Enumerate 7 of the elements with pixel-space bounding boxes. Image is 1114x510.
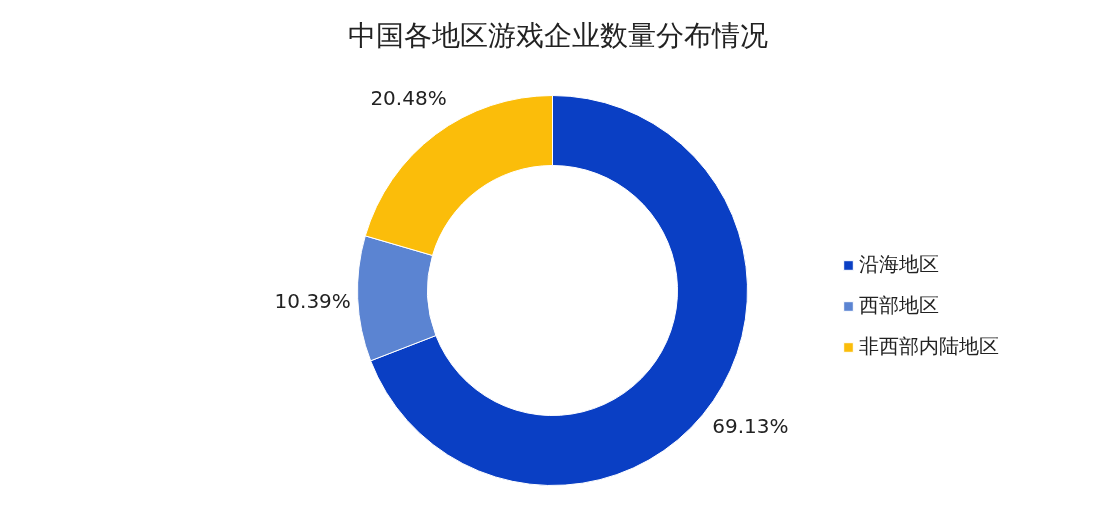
chart-title: 中国各地区游戏企业数量分布情况 <box>347 18 768 52</box>
legend-label: 沿海地区 <box>859 251 939 278</box>
data-label: 20.48% <box>370 86 447 111</box>
legend-label: 非西部内陆地区 <box>859 333 999 360</box>
data-label: 69.13% <box>712 414 789 439</box>
legend-label: 西部地区 <box>859 292 939 319</box>
data-label: 10.39% <box>274 288 351 313</box>
